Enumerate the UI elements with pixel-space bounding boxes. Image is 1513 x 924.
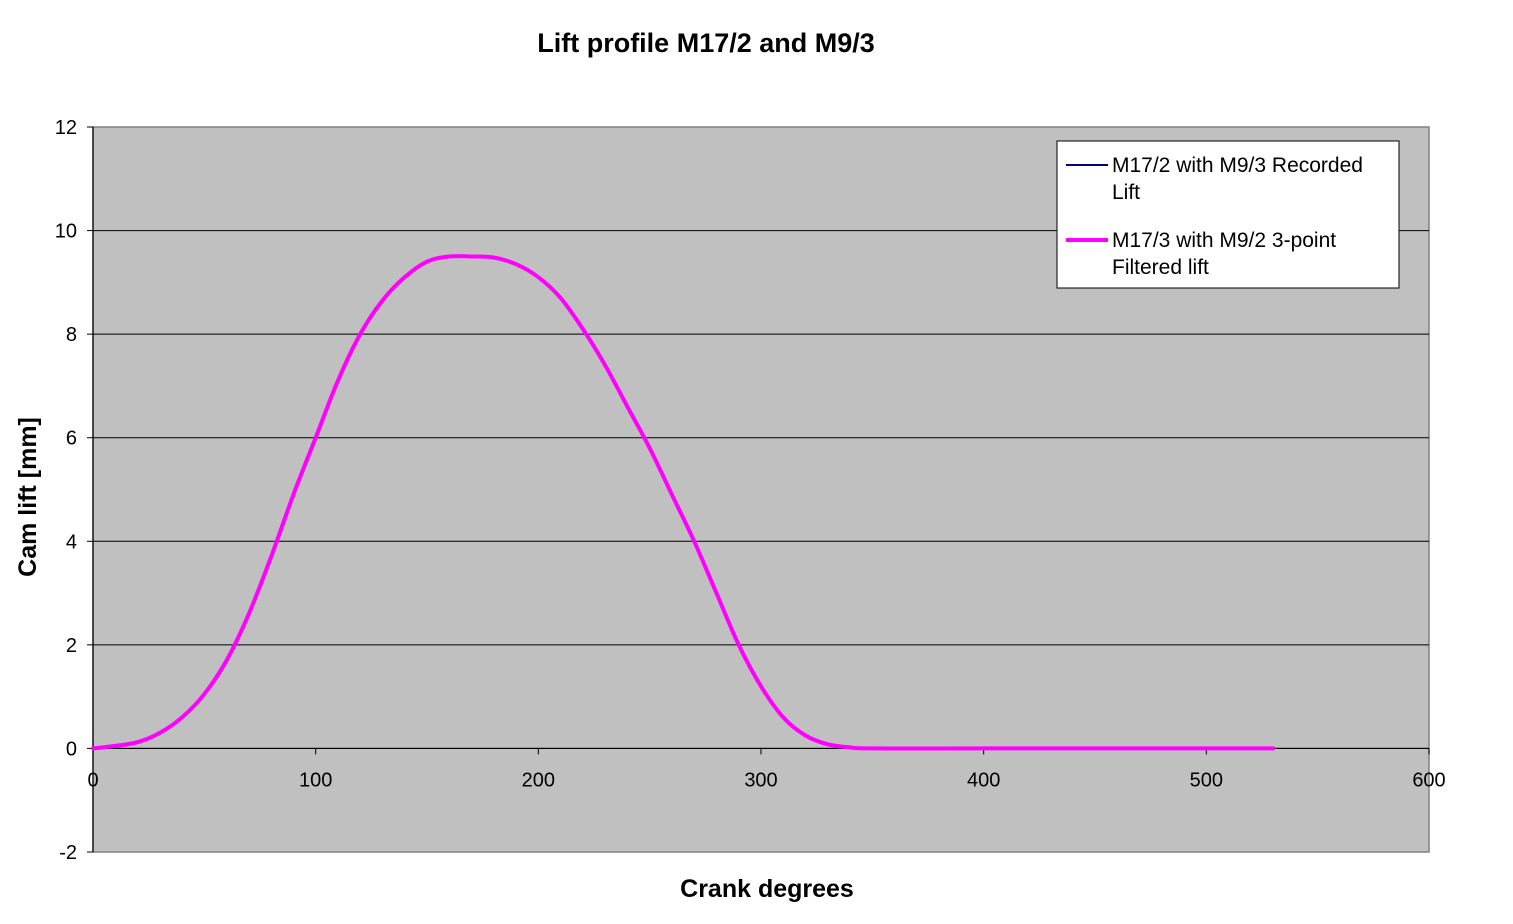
x-tick-label: 400 [967,769,1000,791]
y-tick-label: 12 [55,117,77,139]
y-tick-label: 0 [66,738,77,760]
legend: M17/2 with M9/3 Recorded Lift M17/3 with… [1056,140,1400,289]
legend-label-filtered-line2: Filtered lift [1112,256,1209,279]
x-tick-label: 500 [1190,769,1223,791]
series-line-filtered-lift [91,254,1276,751]
legend-box [1056,140,1400,289]
x-tick-label: 100 [299,769,332,791]
legend-label-filtered-line1: M17/3 with M9/2 3-point [1112,229,1336,252]
y-tick-label: 4 [66,531,77,553]
x-tick-label: 600 [1412,769,1445,791]
y-tick-label: 8 [66,324,77,346]
x-axis-title: Crank degrees [680,875,854,903]
y-axis-title: Cam lift [mm] [14,417,42,577]
x-tick-label: 200 [522,769,555,791]
legend-label-recorded-line2: Lift [1112,181,1140,204]
y-tick-labels: -2 0 2 4 6 8 10 12 [55,117,77,864]
x-tick-labels: 0 100 200 300 400 500 600 [87,769,1445,791]
x-tick-label: 300 [744,769,777,791]
x-tick-label: 0 [87,769,98,791]
chart-title: Lift profile M17/2 and M9/3 [537,28,875,58]
y-tick-label: -2 [59,842,77,864]
series-layer [91,254,1276,751]
legend-label-recorded-line1: M17/2 with M9/3 Recorded [1112,154,1363,177]
y-tick-label: 2 [66,635,77,657]
y-tick-label: 10 [55,221,77,243]
y-tick-label: 6 [66,428,77,450]
